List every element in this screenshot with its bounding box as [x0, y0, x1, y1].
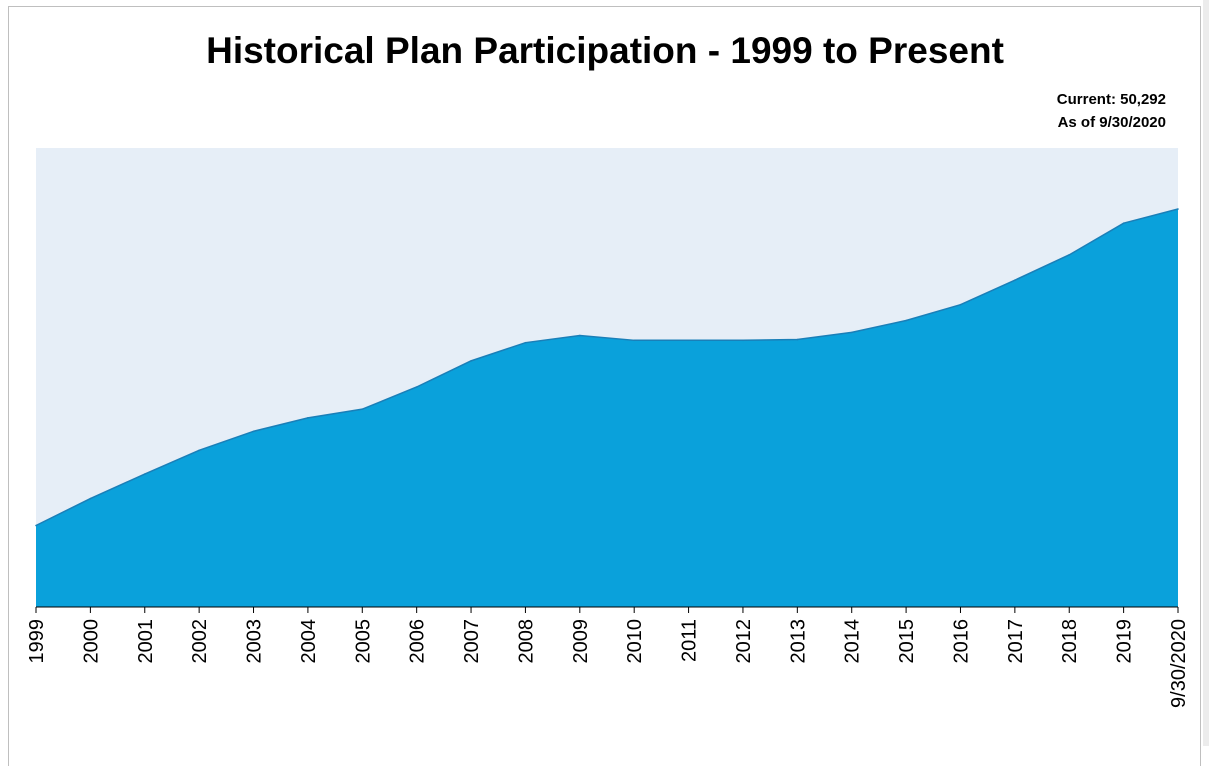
data-point — [1068, 254, 1071, 256]
x-tick-label: 2011 — [679, 619, 701, 662]
area-chart: 1999 2000 2001 2002 2003 2004 2005 2006 2007 2008… — [26, 148, 1190, 708]
chart-title: Historical Plan Participation - 1999 to … — [206, 30, 1004, 71]
data-point — [1122, 222, 1125, 224]
x-tick-label: 2000 — [80, 619, 102, 664]
data-point — [579, 334, 581, 337]
data-point — [415, 386, 418, 388]
x-tick-label: 2003 — [244, 619, 266, 664]
data-point — [470, 360, 472, 362]
x-tick-label: 2012 — [733, 619, 755, 664]
x-tick-label: 2005 — [352, 619, 374, 664]
x-tick-label: 1999 — [26, 619, 48, 664]
data-points — [35, 208, 1179, 527]
x-tick-label: 2019 — [1114, 619, 1136, 664]
x-tick-label: 9/30/2020 — [1168, 619, 1190, 708]
data-point — [89, 497, 92, 500]
current-value-annotation: Current: 50,292 — [1056, 91, 1166, 108]
window-edge — [1203, 0, 1209, 746]
x-tick-label: 2018 — [1059, 619, 1081, 664]
x-tick-label: 2008 — [515, 619, 537, 664]
x-tick-label: 2002 — [189, 619, 211, 664]
data-point — [361, 408, 364, 410]
area-series-line — [35, 208, 1179, 527]
x-tick-label: 2010 — [624, 619, 646, 664]
data-point — [905, 319, 907, 322]
x-axis-ticks — [35, 607, 1179, 613]
data-point — [198, 449, 200, 452]
x-tick-label: 2006 — [407, 619, 429, 664]
data-point — [796, 338, 799, 341]
data-point — [1014, 279, 1016, 281]
x-tick-label: 2009 — [570, 619, 592, 664]
data-point — [633, 339, 635, 342]
data-point — [143, 473, 146, 475]
data-point — [850, 331, 853, 334]
x-tick-label: 2001 — [135, 619, 157, 664]
data-point — [524, 341, 527, 344]
x-axis-tick-labels: 1999 2000 2001 2002 2003 2004 2005 2006 2007 2008… — [26, 619, 1190, 708]
data-point — [687, 339, 690, 342]
x-tick-label: 2013 — [787, 619, 809, 664]
x-tick-label: 2017 — [1005, 619, 1027, 664]
data-point — [1177, 208, 1179, 210]
data-point — [307, 417, 309, 419]
data-point — [959, 303, 962, 306]
area-series-fill — [36, 209, 1178, 607]
chart-frame — [8, 6, 1201, 766]
data-point — [742, 339, 744, 342]
as-of-date-annotation: As of 9/30/2020 — [1057, 114, 1166, 131]
x-tick-label: 2015 — [896, 619, 918, 664]
x-tick-label: 2014 — [842, 619, 864, 664]
x-tick-label: 2007 — [461, 619, 483, 664]
x-tick-label: 2004 — [298, 619, 320, 664]
data-point — [252, 430, 255, 433]
data-point — [35, 524, 37, 527]
x-tick-label: 2016 — [950, 619, 972, 664]
